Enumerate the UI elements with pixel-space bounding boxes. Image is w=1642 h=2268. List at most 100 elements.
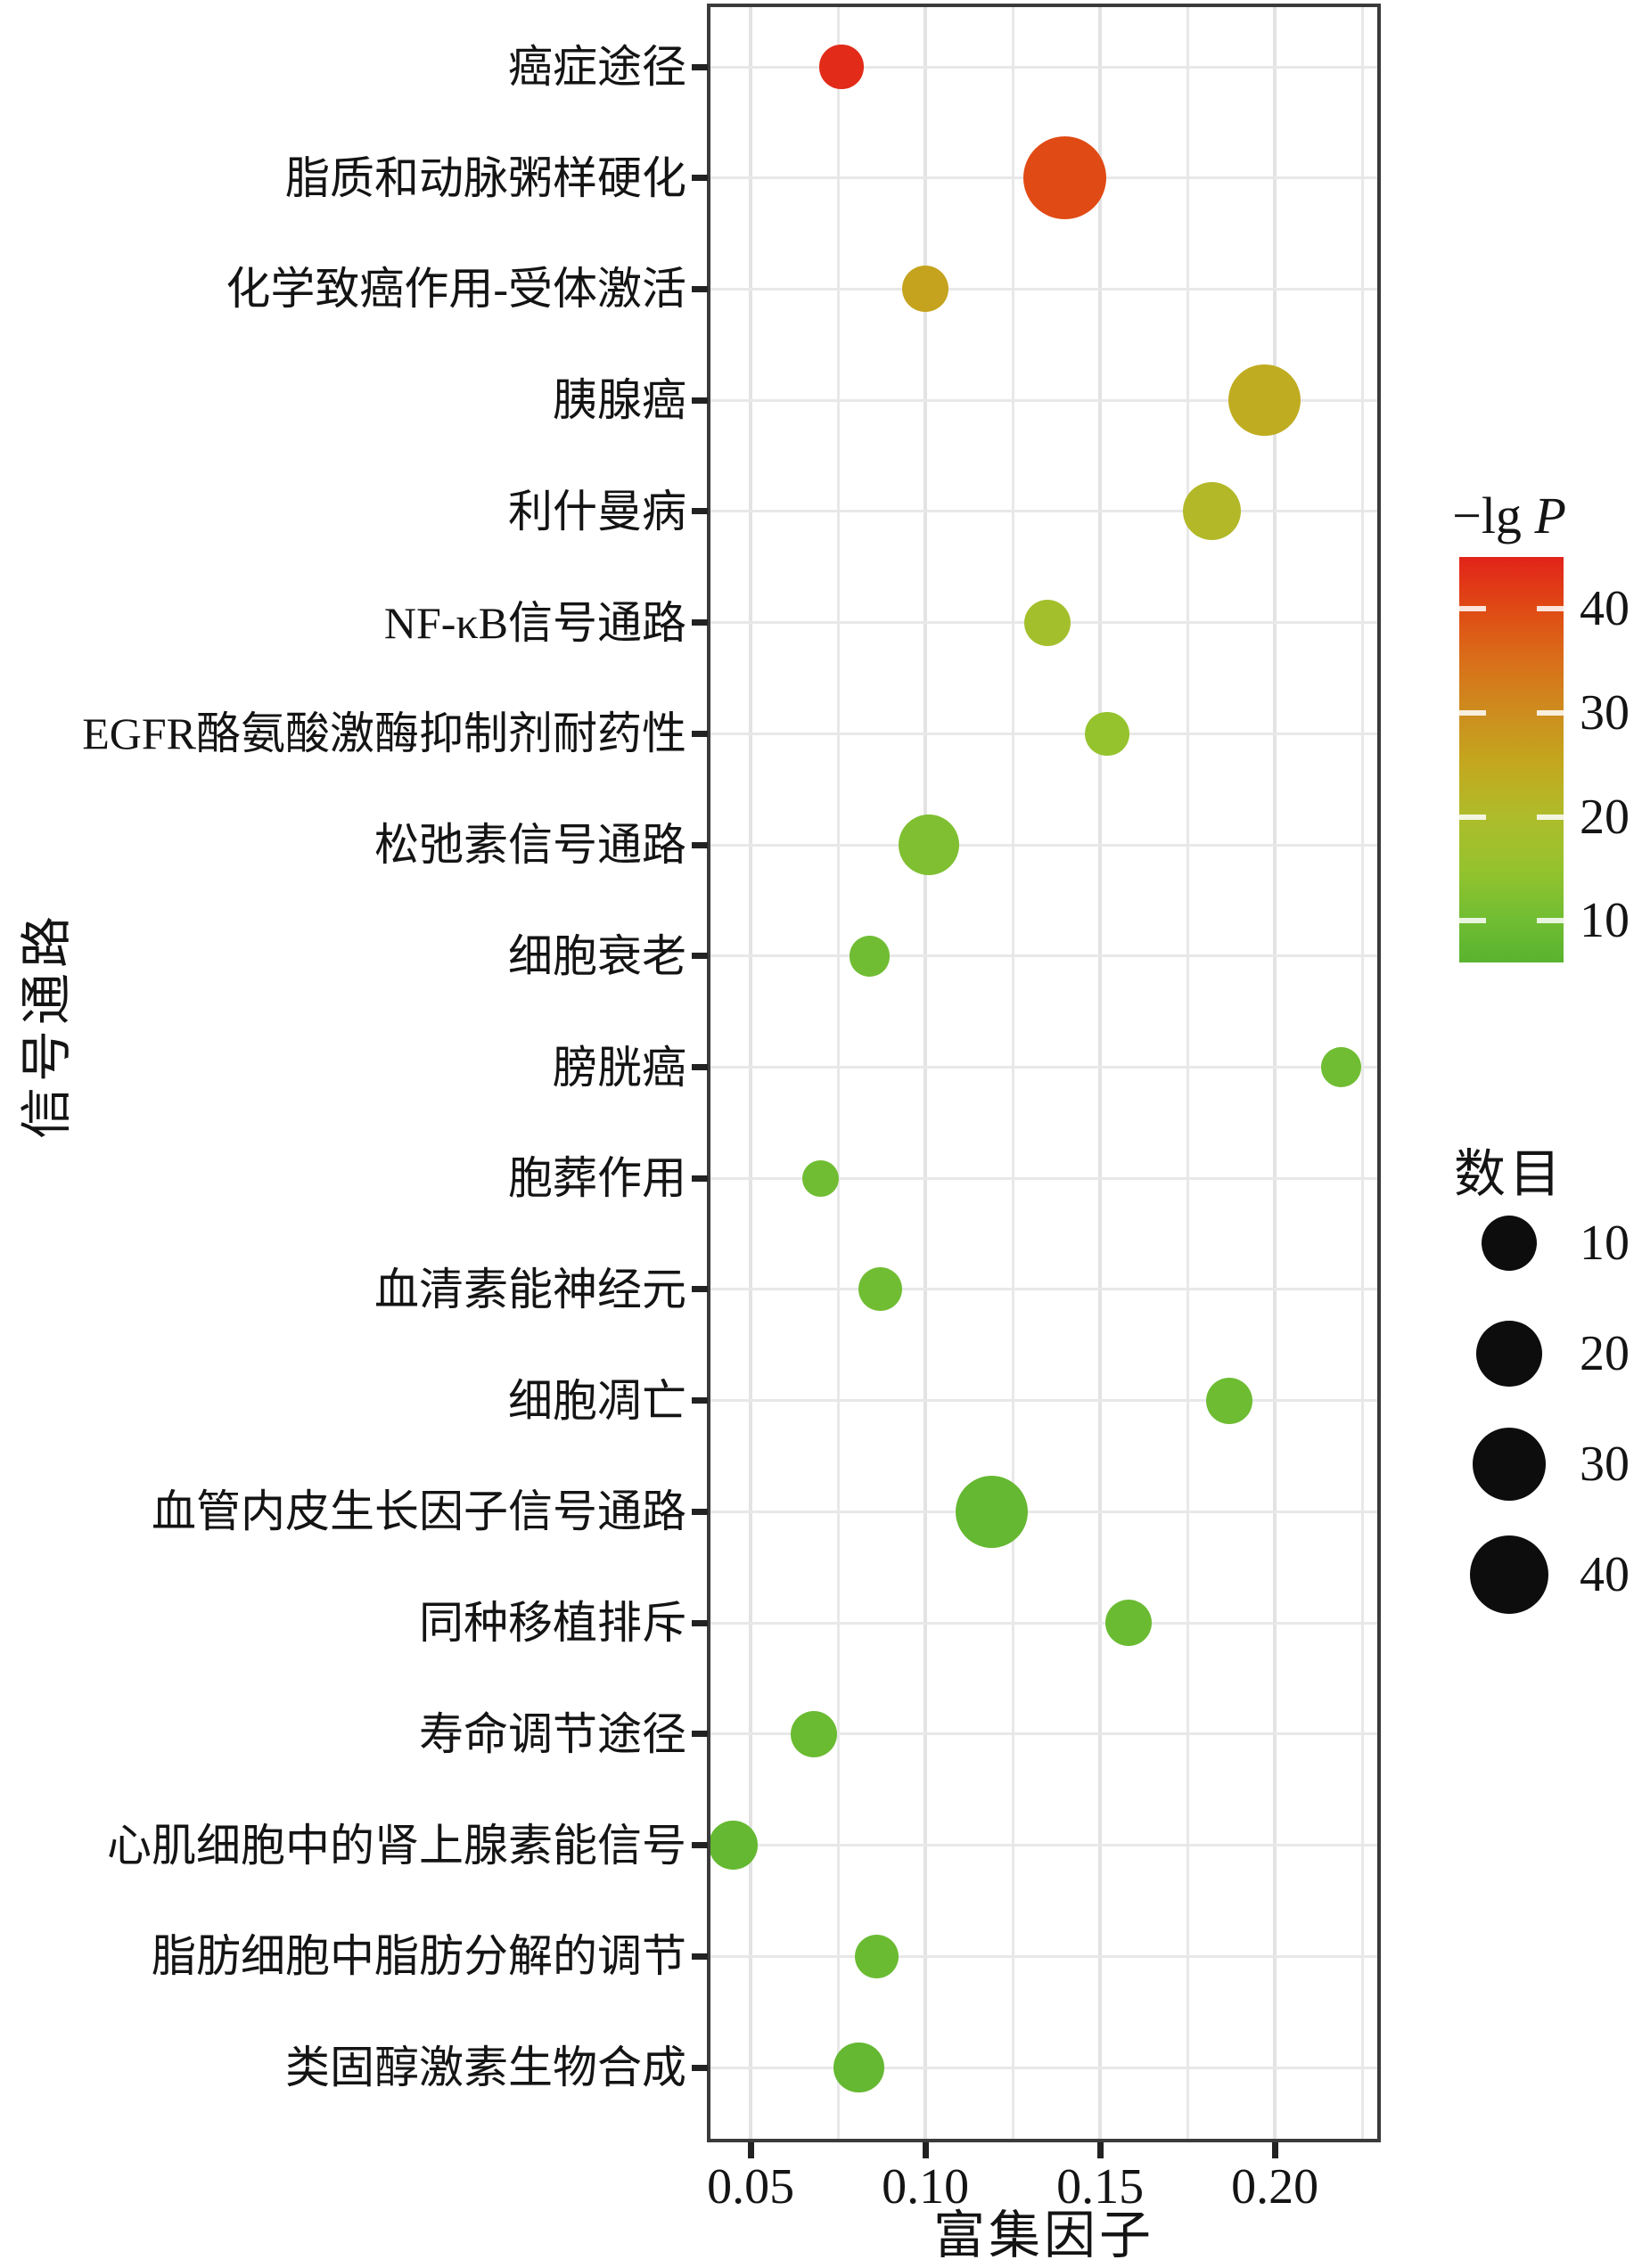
pathway-label: NF-κB信号通路 — [383, 597, 686, 648]
color-legend-tick — [1459, 814, 1486, 820]
y-tick — [692, 397, 708, 404]
y-gridline — [710, 1399, 1377, 1403]
size-legend-circle — [1482, 1216, 1537, 1271]
bubble — [1228, 364, 1301, 437]
pathway-label: 血管内皮生长因子信号通路 — [152, 1486, 686, 1537]
color-legend-tick — [1459, 710, 1486, 716]
bubble — [849, 935, 891, 977]
bubble — [858, 1267, 902, 1312]
y-gridline — [710, 65, 1377, 69]
y-gridline — [710, 398, 1377, 402]
color-legend-title-var: P — [1534, 487, 1566, 544]
pathway-label: 胰腺癌 — [553, 375, 686, 426]
x-tick-label: 0.20 — [1231, 2159, 1319, 2215]
color-legend-tick-label: 30 — [1580, 685, 1630, 741]
x-gridline-minor — [1011, 7, 1014, 2139]
x-axis-title: 富集因子 — [710, 2208, 1377, 2264]
x-tick-label: 0.05 — [707, 2159, 795, 2215]
y-gridline — [710, 1066, 1377, 1068]
pathway-label: 松弛素信号通路 — [374, 820, 686, 870]
x-gridline-major — [924, 7, 928, 2139]
bubble — [1085, 711, 1129, 756]
y-tick — [692, 953, 708, 960]
bubble — [1104, 1600, 1152, 1647]
y-gridline — [710, 732, 1377, 735]
y-tick — [692, 1953, 708, 1960]
pathway-label: 脂肪细胞中脂肪分解的调节 — [152, 1931, 686, 1982]
color-legend-tick-label: 20 — [1580, 789, 1630, 845]
x-gridline-minor — [1360, 7, 1364, 2139]
y-tick — [692, 1397, 708, 1404]
color-legend-tick — [1537, 710, 1564, 716]
color-legend-tick — [1537, 606, 1564, 612]
size-legend-label: 40 — [1580, 1547, 1630, 1602]
bubble — [1024, 599, 1071, 646]
x-gridline-minor — [836, 7, 840, 2139]
pathway-label: 细胞凋亡 — [508, 1375, 686, 1426]
pathway-label: 类固醇激素生物合成 — [285, 2043, 686, 2092]
x-tick-label: 0.15 — [1056, 2159, 1145, 2215]
bubble — [854, 1934, 899, 1978]
y-tick — [692, 175, 708, 182]
size-legend-circle — [1476, 1321, 1542, 1387]
pathway-label: 利什曼病 — [508, 486, 686, 536]
size-legend-label: 20 — [1580, 1326, 1630, 1381]
y-tick — [692, 1286, 708, 1293]
y-tick — [692, 619, 708, 626]
size-legend-title-text: 数目 — [1453, 1145, 1564, 1203]
y-tick — [692, 508, 708, 515]
y-tick — [692, 730, 708, 737]
y-tick — [692, 1175, 708, 1182]
bubble — [819, 45, 864, 89]
bubble — [710, 1821, 758, 1870]
bubble — [1183, 482, 1241, 541]
y-gridline — [710, 1844, 1377, 1846]
pathway-label: 化学致癌作用-受体激活 — [226, 264, 686, 315]
color-legend-bar — [1459, 557, 1564, 962]
x-gridline-major — [1273, 7, 1277, 2139]
color-legend-tick — [1537, 918, 1564, 924]
bubble — [801, 1159, 840, 1197]
bubble — [902, 266, 949, 313]
pathway-label: 膀胱癌 — [553, 1042, 686, 1093]
plot-panel — [707, 4, 1381, 2142]
x-tick — [1096, 2142, 1104, 2158]
x-gridline-major — [1098, 7, 1103, 2139]
y-gridline — [710, 510, 1377, 513]
y-tick — [692, 1731, 708, 1738]
color-legend-tick — [1537, 814, 1564, 820]
y-tick — [692, 1619, 708, 1626]
color-legend-tick-label: 40 — [1580, 581, 1630, 637]
bubble — [1206, 1377, 1253, 1424]
pathway-label: 同种移植排斥 — [419, 1598, 686, 1649]
x-gridline-major — [749, 7, 753, 2139]
x-axis-title-text: 富集因子 — [932, 2207, 1154, 2264]
color-legend-title-prefix: −lg — [1452, 487, 1535, 544]
y-gridline — [710, 843, 1377, 847]
pathway-label: 血清素能神经元 — [374, 1264, 686, 1314]
x-tick — [1271, 2142, 1278, 2158]
pathway-label: 心肌细胞中的肾上腺素能信号 — [107, 1820, 686, 1871]
x-tick-label: 0.10 — [882, 2159, 970, 2215]
bubble — [1320, 1046, 1362, 1088]
color-legend-title: −lg P — [1375, 488, 1642, 544]
y-gridline — [710, 2066, 1377, 2069]
y-tick — [692, 841, 708, 848]
pathway-label: 细胞衰老 — [508, 930, 686, 981]
pathway-label: 脂质和动脉粥样硬化 — [285, 152, 686, 203]
x-gridline-minor — [1186, 7, 1189, 2139]
y-gridline — [710, 1621, 1377, 1625]
size-legend-label: 30 — [1580, 1437, 1630, 1492]
bubble — [898, 814, 960, 876]
y-gridline — [710, 1510, 1377, 1513]
size-legend-circle — [1470, 1535, 1548, 1614]
y-tick — [692, 1508, 708, 1515]
color-legend-tick-label: 10 — [1580, 893, 1630, 949]
x-tick — [747, 2142, 754, 2158]
pathway-label: EGFR酪氨酸激酶抑制剂耐药性 — [82, 708, 686, 759]
bubble — [955, 1475, 1029, 1549]
y-tick — [692, 1842, 708, 1848]
y-tick — [692, 2064, 708, 2071]
size-legend-circle — [1473, 1428, 1546, 1501]
